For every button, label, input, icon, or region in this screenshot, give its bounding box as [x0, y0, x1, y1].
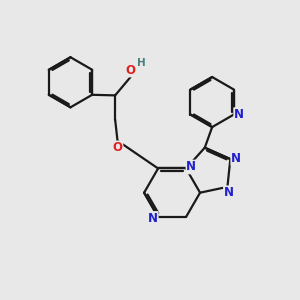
Text: O: O [112, 141, 122, 154]
Text: N: N [224, 186, 234, 199]
Text: N: N [234, 108, 244, 121]
Text: N: N [148, 212, 158, 225]
Text: O: O [125, 64, 136, 76]
Text: N: N [231, 152, 241, 165]
Text: N: N [186, 160, 197, 173]
Text: H: H [137, 58, 146, 68]
